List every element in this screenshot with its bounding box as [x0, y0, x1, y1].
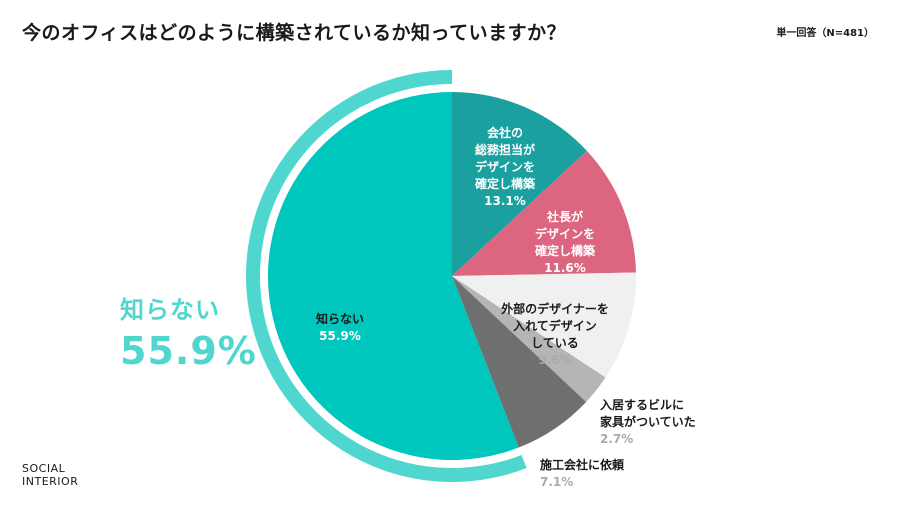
highlight-value: 55.9% [120, 329, 257, 373]
brand-logo: SOCIAL INTERIOR [22, 462, 78, 488]
slice-value: 2.7% [600, 432, 634, 446]
slice-value: 9.6% [538, 353, 572, 367]
slice-value: 55.9% [319, 329, 361, 343]
slice-label-unknown: 知らない 55.9% [285, 294, 395, 362]
logo-line-1: SOCIAL [22, 462, 66, 475]
slice-label-text: 入居するビルに 家具がついていた [600, 398, 696, 429]
slice-label-external-designer: 外部のデザイナーを 入れてデザイン している 9.6% [475, 284, 635, 386]
pie-slice-2 [452, 272, 636, 378]
sample-note: 単一回答（N=481） [776, 28, 874, 39]
slice-label-text: 知らない [315, 312, 364, 326]
slice-label-general-affairs: 会社の 総務担当が デザインを 確定し構築 13.1% [440, 108, 570, 227]
pie-slice-3 [452, 276, 606, 402]
highlight-label: 知らない [120, 296, 220, 324]
slice-label-building-furniture: 入居するビルに 家具がついていた 2.7% [600, 380, 740, 465]
slice-label-contractor: 施工会社に依頼 7.1% [540, 440, 660, 508]
slice-label-text: 社長が デザインを 確定し構築 [534, 210, 595, 258]
pie-slice-4 [452, 276, 587, 448]
logo-line-2: INTERIOR [22, 475, 79, 488]
chart-title: 今のオフィスはどのように構築されているか知っていますか？ [22, 22, 567, 44]
slice-value: 7.1% [540, 475, 574, 489]
slice-label-president: 社長が デザインを 確定し構築 11.6% [510, 192, 620, 294]
slice-value: 11.6% [544, 261, 586, 275]
highlight-callout: 知らない 55.9% [120, 290, 257, 373]
pie-slice-1 [452, 150, 636, 276]
slice-label-text: 外部のデザイナーを 入れてデザイン している [501, 302, 609, 350]
pie-slice-5 [268, 92, 519, 460]
slice-value: 13.1% [484, 194, 526, 208]
slice-label-text: 施工会社に依頼 [540, 458, 625, 472]
slice-label-text: 会社の 総務担当が デザインを 確定し構築 [474, 126, 535, 191]
pie-slice-0 [452, 92, 587, 276]
